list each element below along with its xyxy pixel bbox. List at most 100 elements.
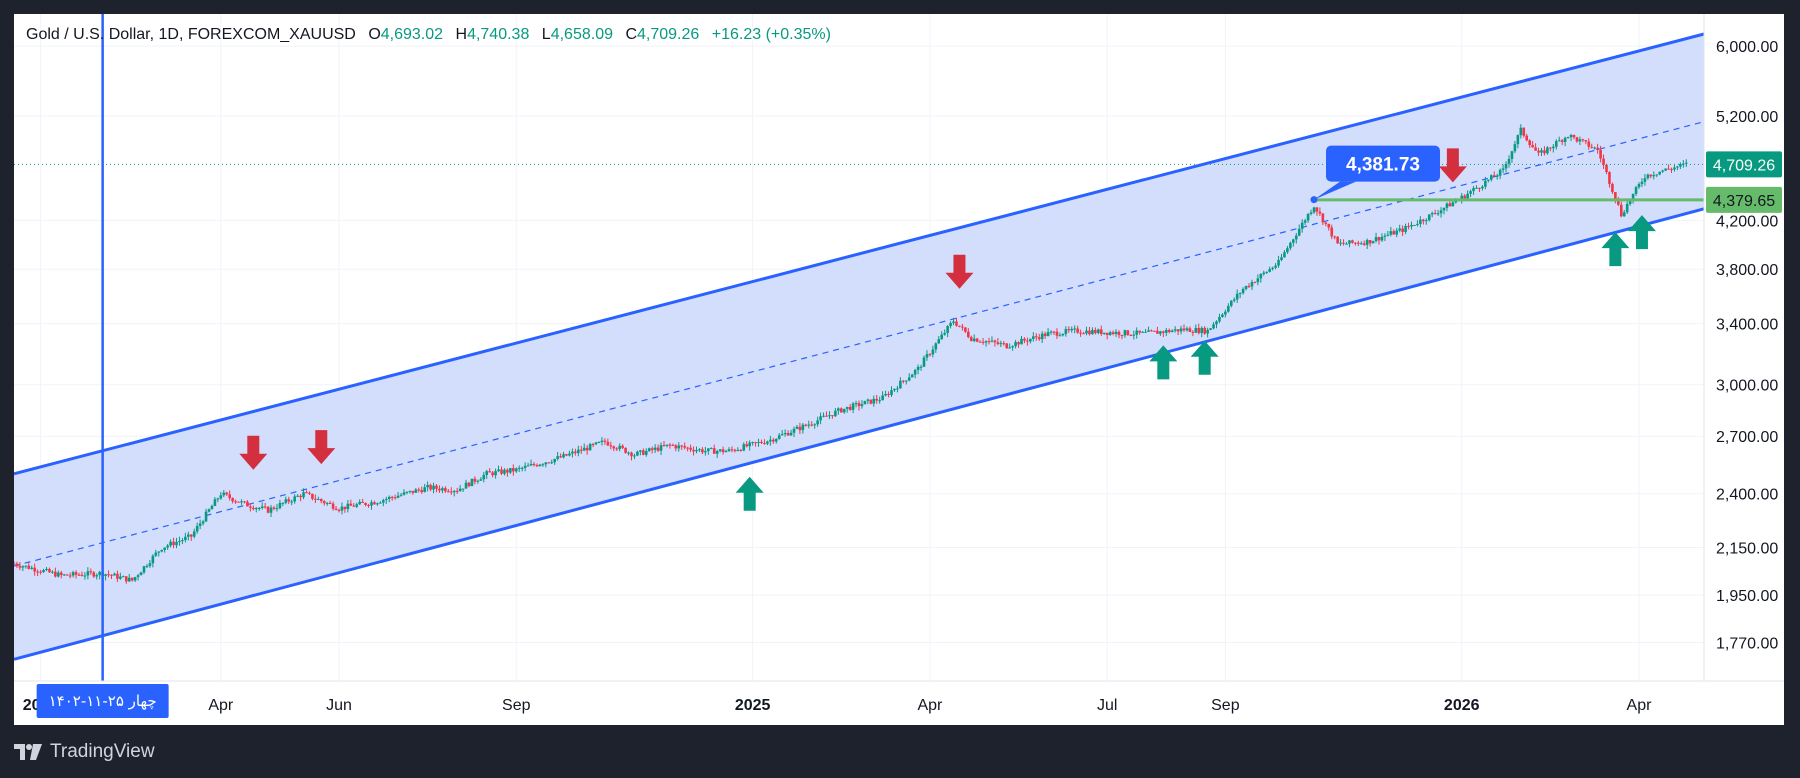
candle-body bbox=[1460, 195, 1464, 200]
candle-body bbox=[1176, 329, 1180, 332]
arrow-down-icon[interactable] bbox=[1438, 148, 1467, 183]
last-price-badge[interactable] bbox=[1706, 151, 1782, 178]
date-badge[interactable] bbox=[36, 684, 169, 718]
candle-body bbox=[574, 451, 577, 454]
parallel-channel[interactable] bbox=[14, 32, 1705, 661]
candle-body bbox=[1091, 329, 1094, 335]
candle-body bbox=[1286, 248, 1289, 253]
candle-body bbox=[523, 465, 527, 468]
candle-body bbox=[1534, 147, 1537, 151]
tradingview-brand[interactable]: TradingView bbox=[14, 741, 155, 763]
candle-body bbox=[503, 469, 506, 474]
candle-body bbox=[1560, 140, 1564, 143]
arrow-up-icon[interactable] bbox=[1627, 215, 1656, 250]
candle-body bbox=[59, 572, 63, 575]
candle-body bbox=[1037, 337, 1041, 340]
candle-body bbox=[798, 426, 802, 431]
candle-body bbox=[107, 574, 110, 576]
arrow-down-icon[interactable] bbox=[239, 435, 268, 470]
candle-body bbox=[328, 502, 332, 504]
candle-body bbox=[405, 491, 409, 493]
candle-body bbox=[1563, 137, 1567, 143]
arrow-up-icon[interactable] bbox=[1190, 340, 1219, 375]
chart-panel[interactable]: 4,381.73 6,000.00 5,200.00 4,200.00 3,800.0… bbox=[14, 14, 1784, 725]
callout-pointer bbox=[1314, 181, 1356, 200]
candle-body bbox=[896, 388, 899, 390]
candle-body bbox=[65, 574, 69, 576]
candle-body bbox=[606, 441, 610, 446]
callout-label: 4,381.73 bbox=[1346, 155, 1420, 176]
candle-body bbox=[1206, 329, 1209, 334]
candle-body bbox=[467, 482, 471, 487]
signal-arrows[interactable] bbox=[239, 148, 1656, 511]
candle-body bbox=[958, 325, 961, 327]
price-chart[interactable]: 4,381.73 6,000.00 5,200.00 4,200.00 3,800.0… bbox=[14, 14, 1784, 725]
candle-body bbox=[1135, 330, 1139, 335]
candle-body bbox=[1410, 224, 1413, 227]
candle-body bbox=[902, 380, 905, 382]
candle-body bbox=[1528, 140, 1531, 146]
candle-body bbox=[1336, 236, 1339, 244]
price-axis[interactable]: 6,000.00 5,200.00 4,200.00 3,800.00 3,400.00… bbox=[1703, 14, 1784, 725]
candle-body bbox=[810, 424, 814, 426]
candle-body bbox=[1667, 168, 1670, 170]
candle-body bbox=[1487, 179, 1490, 181]
candle-body bbox=[500, 469, 503, 474]
support-price-badge[interactable] bbox=[1706, 186, 1782, 213]
candle-body bbox=[550, 462, 554, 464]
candle-body bbox=[1342, 242, 1345, 244]
candle-body bbox=[494, 471, 497, 476]
candle-body bbox=[145, 565, 149, 567]
candle-body bbox=[1522, 127, 1526, 136]
candle-body bbox=[559, 456, 562, 458]
candle-body bbox=[1554, 141, 1558, 147]
candle-body bbox=[772, 439, 775, 442]
candle-body bbox=[299, 495, 302, 498]
candle-body bbox=[452, 490, 456, 493]
candle-body bbox=[272, 507, 276, 509]
candle-body bbox=[1303, 220, 1307, 223]
channel-median-line[interactable] bbox=[14, 121, 1705, 567]
candle-body bbox=[964, 327, 967, 332]
time-axis[interactable]: 2024AprJunSep2025AprJulSep2026Apr۱۴۰۲-۱۱… bbox=[14, 680, 1784, 725]
time-axis-bg bbox=[14, 681, 1784, 725]
candle-body bbox=[441, 488, 444, 491]
candle-body bbox=[1439, 210, 1443, 214]
candle-body bbox=[1014, 342, 1017, 347]
candle-body bbox=[1111, 332, 1115, 334]
arrow-up-icon[interactable] bbox=[1601, 232, 1630, 267]
candle-body bbox=[317, 499, 320, 501]
candle-body bbox=[1232, 299, 1236, 301]
x-tick-label: Apr bbox=[208, 697, 234, 714]
candle-body bbox=[181, 540, 184, 542]
candle-body bbox=[222, 492, 226, 496]
candle-body bbox=[1268, 269, 1271, 272]
candle-body bbox=[1277, 259, 1280, 266]
arrow-up-icon[interactable] bbox=[735, 476, 764, 511]
candle-body bbox=[1333, 236, 1336, 238]
candle-body bbox=[243, 501, 246, 503]
arrow-down-icon[interactable] bbox=[307, 430, 336, 465]
candle-body bbox=[506, 469, 509, 473]
candle-body bbox=[715, 451, 719, 454]
candle-body bbox=[1170, 330, 1174, 333]
candle-body bbox=[1188, 328, 1192, 332]
arrow-down-icon[interactable] bbox=[945, 254, 974, 289]
candle-body bbox=[1203, 327, 1206, 334]
drawing-overlays[interactable]: 4,381.73 bbox=[14, 14, 1704, 681]
candle-body bbox=[384, 498, 388, 501]
candle-body bbox=[122, 576, 125, 578]
channel-lower-line[interactable] bbox=[14, 207, 1705, 661]
high-value: 4,740.38 bbox=[467, 26, 530, 43]
candle-body bbox=[872, 398, 876, 404]
candle-body bbox=[15, 563, 19, 566]
candle-body bbox=[845, 406, 849, 409]
arrow-up-icon[interactable] bbox=[1149, 345, 1178, 380]
candle-body bbox=[1156, 330, 1159, 334]
candle-body bbox=[1395, 230, 1399, 235]
candle-body bbox=[334, 508, 338, 510]
candle-body bbox=[399, 494, 403, 496]
candle-body bbox=[816, 420, 819, 425]
callout-box[interactable] bbox=[1326, 145, 1440, 182]
channel-upper-line[interactable] bbox=[14, 32, 1705, 476]
